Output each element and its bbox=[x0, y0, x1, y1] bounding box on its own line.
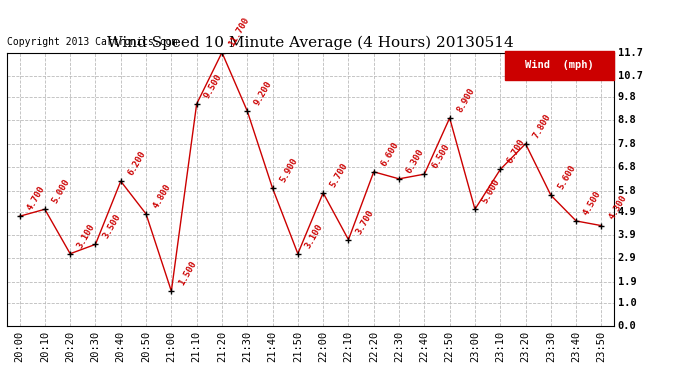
Text: 3.100: 3.100 bbox=[304, 222, 324, 249]
Text: 8.900: 8.900 bbox=[455, 86, 476, 114]
Text: Copyright 2013 Cartronics.com: Copyright 2013 Cartronics.com bbox=[7, 37, 177, 47]
Text: 2.9: 2.9 bbox=[618, 254, 636, 263]
Text: 9.500: 9.500 bbox=[202, 72, 224, 100]
Text: 5.000: 5.000 bbox=[50, 177, 72, 205]
Text: 5.600: 5.600 bbox=[556, 163, 578, 191]
Text: 6.600: 6.600 bbox=[380, 140, 400, 168]
Text: 1.500: 1.500 bbox=[177, 259, 198, 287]
Text: 3.700: 3.700 bbox=[354, 208, 375, 236]
Text: 10.7: 10.7 bbox=[618, 71, 642, 81]
Text: 3.9: 3.9 bbox=[618, 230, 636, 240]
Text: 4.9: 4.9 bbox=[618, 207, 636, 217]
Text: 5.900: 5.900 bbox=[278, 156, 299, 184]
Title: Wind Speed 10 Minute Average (4 Hours) 20130514: Wind Speed 10 Minute Average (4 Hours) 2… bbox=[107, 36, 514, 50]
Text: 4.700: 4.700 bbox=[25, 184, 46, 212]
Text: 11.700: 11.700 bbox=[228, 16, 251, 48]
Text: 6.200: 6.200 bbox=[126, 149, 148, 177]
Text: 0.0: 0.0 bbox=[618, 321, 636, 331]
Text: 5.700: 5.700 bbox=[328, 161, 350, 189]
Text: 4.500: 4.500 bbox=[582, 189, 603, 217]
Text: 8.8: 8.8 bbox=[618, 116, 636, 125]
Text: 5.8: 5.8 bbox=[618, 186, 636, 195]
Text: 4.800: 4.800 bbox=[152, 182, 172, 210]
Text: 5.000: 5.000 bbox=[480, 177, 502, 205]
Text: Wind  (mph): Wind (mph) bbox=[525, 60, 594, 70]
Text: 6.700: 6.700 bbox=[506, 138, 527, 165]
Text: 9.8: 9.8 bbox=[618, 92, 636, 102]
Text: 7.8: 7.8 bbox=[618, 139, 636, 149]
FancyBboxPatch shape bbox=[505, 51, 614, 80]
Text: 4.300: 4.300 bbox=[607, 194, 628, 222]
Text: 1.9: 1.9 bbox=[618, 277, 636, 287]
Text: 1.0: 1.0 bbox=[618, 298, 636, 308]
Text: 7.800: 7.800 bbox=[531, 112, 552, 140]
Text: 3.500: 3.500 bbox=[101, 212, 122, 240]
Text: 6.8: 6.8 bbox=[618, 162, 636, 172]
Text: 9.200: 9.200 bbox=[253, 79, 274, 107]
Text: 3.100: 3.100 bbox=[76, 222, 97, 249]
Text: 6.300: 6.300 bbox=[404, 147, 426, 175]
Text: 6.500: 6.500 bbox=[430, 142, 451, 170]
Text: 11.7: 11.7 bbox=[618, 48, 642, 57]
